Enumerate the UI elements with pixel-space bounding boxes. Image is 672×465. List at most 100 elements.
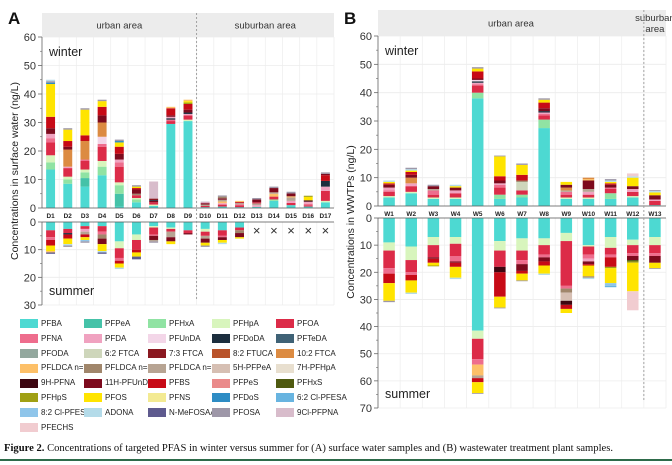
bar-segment-pfhpa <box>494 241 506 251</box>
bar-segment-pfos <box>97 101 107 107</box>
bar-segment-pfhpa <box>471 330 484 339</box>
x-tick-label: D4 <box>98 213 107 220</box>
bar-segment-pfbs <box>582 264 595 266</box>
y-tick-label: 10 <box>360 240 372 252</box>
bar-segment-pfhpa <box>97 160 107 167</box>
bar-segment-pfba <box>471 98 484 206</box>
bar-segment-pfba <box>383 197 395 206</box>
legend-swatch <box>148 408 166 418</box>
y-tick-label: 20 <box>24 272 36 284</box>
bar-segment-pfldca-n-7 <box>269 193 279 197</box>
bar-segment-11h-pfunda <box>427 186 440 189</box>
bar-segment-10-2-ftca <box>80 141 90 160</box>
bar-segment-11h-pfunda <box>114 153 124 160</box>
bar-segment-pfba <box>269 200 279 208</box>
bar-segment-pfbs <box>63 234 73 239</box>
legend-label: N-MeFOSAA <box>169 407 216 417</box>
bar-segment-pfoa <box>166 228 176 232</box>
legend-label: 9H-PFNA <box>41 378 76 388</box>
bar-segment-adona <box>114 267 124 270</box>
x-tick-label: D14 <box>268 213 280 220</box>
bar-segment-pfosa <box>114 139 124 142</box>
bar-segment-pfosa <box>427 184 440 187</box>
bar-segment-pfda <box>217 203 227 205</box>
bar-segment-pfoa <box>183 115 193 120</box>
legend-item: PFTeDA <box>276 333 327 345</box>
y-tick-label: 50 <box>360 349 372 361</box>
bar-segment-pfna <box>427 190 440 195</box>
bar-segment-pfdos <box>46 82 56 85</box>
legend-swatch <box>20 319 38 329</box>
bar-segment-pfos <box>449 186 462 188</box>
bar-segment-pfosa <box>97 99 107 102</box>
legend-label: 10:2 FTCA <box>297 348 336 358</box>
bar-segment-11h-pfunda <box>166 115 176 117</box>
bar-segment-pfhpa <box>627 239 639 246</box>
bar-segment-pfhpa <box>383 242 395 251</box>
legend-item: 9Cl-PFPNA <box>276 407 338 419</box>
bar-segment-pfhpa <box>427 197 440 199</box>
bar-segment-pfoa <box>235 227 244 231</box>
bar-segment-pfna <box>582 254 595 259</box>
bar-segment-pfoa <box>235 205 244 208</box>
bar-segment-5h-pfpea <box>560 292 573 301</box>
bar-segment-6-2-cl-pfesa <box>604 285 617 288</box>
bar-segment-pfna <box>560 191 573 195</box>
legend-swatch <box>148 348 166 358</box>
x-tick-label: W6 <box>495 211 505 218</box>
bar-segment-pfbs <box>132 249 141 253</box>
bar-segment-pfos <box>303 196 313 201</box>
bar-segment-pfba <box>183 121 193 208</box>
legend-item: 6:2 FTCA <box>84 348 139 360</box>
x-tick-label: D10 <box>199 213 211 220</box>
legend-swatch <box>20 422 38 432</box>
legend-item: PFHxA <box>148 318 194 330</box>
season-label-summer: summer <box>49 284 94 298</box>
bar-segment-pfhpa <box>649 237 661 246</box>
bar-segment-pfoa <box>132 195 141 199</box>
x-tick-label: W9 <box>562 211 572 218</box>
y-tick-label: 20 <box>360 144 372 156</box>
bar-segment-adona <box>405 292 417 294</box>
legend-swatch <box>148 363 166 373</box>
group-label: area <box>645 24 665 35</box>
caption-rule <box>0 459 672 461</box>
bar-segment-pfba <box>320 202 330 208</box>
y-tick-label: 30 <box>360 116 372 128</box>
not-sampled-marker: × <box>287 223 295 238</box>
bar-segment-pfosa <box>80 108 90 110</box>
bar-segment-pfoa <box>649 245 661 254</box>
bar-segment-pfldca-n-10 <box>286 197 296 201</box>
y-tick-label: 10 <box>24 175 36 187</box>
legend-label: PFDoDA <box>233 333 265 343</box>
legend-item: PFLDCA n=10 <box>148 362 220 374</box>
bar-segment-pfpea <box>80 178 90 187</box>
bar-segment-pfba <box>97 175 107 208</box>
bar-segment-pfbs <box>449 262 462 267</box>
bar-segment-pfba <box>63 183 73 208</box>
bar-segment-pfoa <box>560 241 573 286</box>
bar-segment-pfhpa <box>80 169 90 173</box>
bar-segment-pfosa <box>604 179 617 181</box>
bar-segment-pfoa <box>516 250 528 261</box>
bar-segment-pfbs <box>604 183 617 185</box>
x-tick-label: W8 <box>539 211 549 218</box>
x-tick-label: W13 <box>648 211 662 218</box>
legend-swatch <box>84 393 102 403</box>
bar-segment-pfos <box>538 265 550 274</box>
bar-segment-pfba <box>149 222 159 227</box>
bar-segment-pfos <box>383 283 395 301</box>
legend-item: PFOSA <box>212 407 260 419</box>
bar-segment-pfosa <box>63 245 73 247</box>
figure-caption: Figure 2. Concentrations of targeted PFA… <box>4 443 672 454</box>
bar-segment-pfhpa <box>63 176 73 180</box>
y-tick-label: 30 <box>24 118 36 130</box>
x-tick-label: D9 <box>184 213 193 220</box>
legend-label: 7:3 FTCA <box>169 348 204 358</box>
caption-label: Figure 2. <box>4 443 45 454</box>
bar-segment-pfda <box>166 116 176 119</box>
bar-segment-pfna <box>604 187 617 189</box>
x-tick-label: D1 <box>47 213 56 220</box>
bar-segment-pfbs <box>604 257 617 267</box>
y-tick-label: 40 <box>360 322 372 334</box>
